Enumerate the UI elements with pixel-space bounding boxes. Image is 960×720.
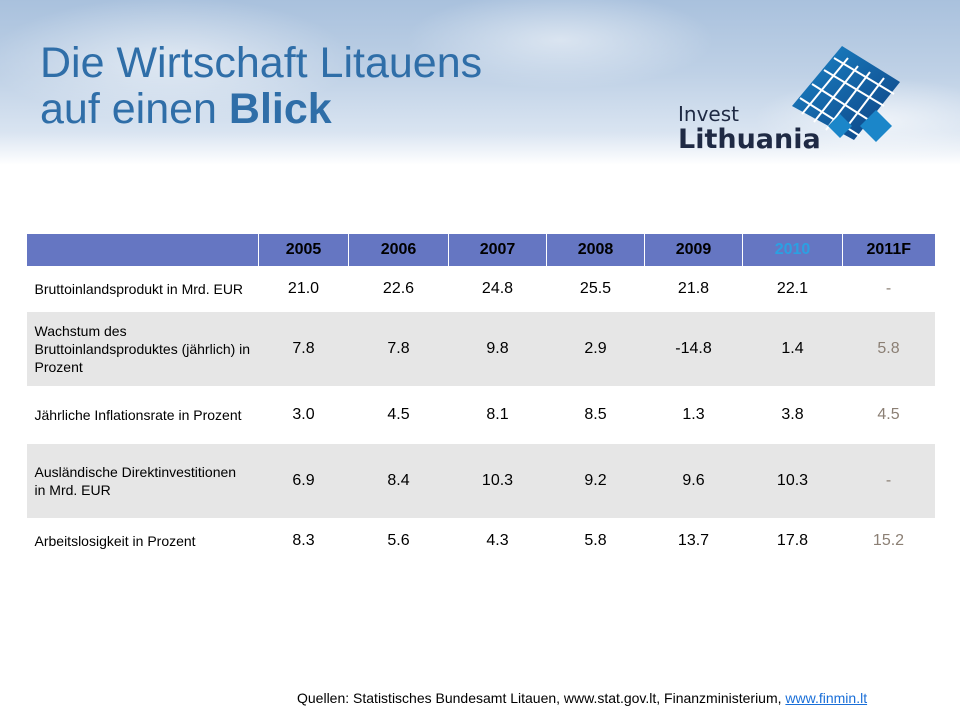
year-header: 2011F	[842, 234, 935, 266]
economy-table: 2005 2006 2007 2008 2009 2010 2011F Brut…	[26, 234, 935, 564]
table-row: Arbeitslosigkeit in Prozent 8.3 5.6 4.3 …	[26, 518, 935, 564]
table-cell: 4.5	[842, 386, 935, 444]
finmin-link[interactable]: www.finmin.lt	[785, 690, 868, 706]
table-cell: 8.3	[258, 518, 349, 564]
table-header-row: 2005 2006 2007 2008 2009 2010 2011F	[26, 234, 935, 266]
table-row: Ausländische Direktinvestitionen in Mrd.…	[26, 444, 935, 518]
year-header: 2005	[258, 234, 349, 266]
title-bold-word: Blick	[228, 85, 332, 133]
table-cell: -	[842, 444, 935, 518]
table-cell: 3.0	[258, 386, 349, 444]
table-cell: 13.7	[644, 518, 743, 564]
invest-lithuania-logo: Invest Lithuania	[664, 40, 954, 158]
table-cell: 25.5	[546, 266, 645, 312]
table-cell: 8.5	[546, 386, 645, 444]
table-cell: -14.8	[644, 312, 743, 386]
title-line-2: auf einen	[40, 85, 229, 133]
table-cell: 10.3	[448, 444, 547, 518]
table-cell: 7.8	[348, 312, 449, 386]
year-header: 2009	[644, 234, 743, 266]
table-cell: -	[842, 266, 935, 312]
table-cell: 7.8	[258, 312, 349, 386]
year-header: 2010	[742, 234, 843, 266]
table-row: Bruttoinlandsprodukt in Mrd. EUR 21.0 22…	[26, 266, 935, 312]
year-header: 2006	[348, 234, 449, 266]
table-row: Wachstum des Bruttoinlandsproduktes (jäh…	[26, 312, 935, 386]
table-cell: 8.4	[348, 444, 449, 518]
table-cell: 6.9	[258, 444, 349, 518]
page-title: Die Wirtschaft Litauens auf einen Blick	[40, 40, 482, 132]
table-cell: 17.8	[742, 518, 843, 564]
table-cell: 8.1	[448, 386, 547, 444]
table-cell: 5.8	[546, 518, 645, 564]
table-cell: 15.2	[842, 518, 935, 564]
globe-grid-icon	[792, 46, 900, 142]
table-cell: 5.8	[842, 312, 935, 386]
header-banner	[0, 0, 960, 165]
table-cell: 22.6	[348, 266, 449, 312]
year-header: 2008	[546, 234, 645, 266]
table-cell: 10.3	[742, 444, 843, 518]
title-line-1: Die Wirtschaft Litauens	[40, 39, 483, 87]
source-text: Quellen: Statistisches Bundesamt Litauen…	[297, 690, 786, 706]
table-cell: 1.4	[742, 312, 843, 386]
table-row: Jährliche Inflationsrate in Prozent 3.0 …	[26, 386, 935, 444]
source-footnote: Quellen: Statistisches Bundesamt Litauen…	[297, 690, 867, 706]
table-cell: 22.1	[742, 266, 843, 312]
table-cell: 1.3	[644, 386, 743, 444]
row-label: Ausländische Direktinvestitionen in Mrd.…	[26, 444, 259, 518]
table-cell: 2.9	[546, 312, 645, 386]
row-label: Wachstum des Bruttoinlandsproduktes (jäh…	[26, 312, 259, 386]
table-cell: 21.8	[644, 266, 743, 312]
table-cell: 9.6	[644, 444, 743, 518]
table-cell: 4.3	[448, 518, 547, 564]
table-cell: 5.6	[348, 518, 449, 564]
row-label: Arbeitslosigkeit in Prozent	[26, 518, 259, 564]
logo-text-invest: Invest	[678, 102, 739, 126]
table-cell: 24.8	[448, 266, 547, 312]
table-cell: 9.2	[546, 444, 645, 518]
row-label: Jährliche Inflationsrate in Prozent	[26, 386, 259, 444]
header-corner	[26, 234, 259, 266]
table-cell: 3.8	[742, 386, 843, 444]
table-cell: 4.5	[348, 386, 449, 444]
table-cell: 9.8	[448, 312, 547, 386]
row-label: Bruttoinlandsprodukt in Mrd. EUR	[26, 266, 259, 312]
year-header: 2007	[448, 234, 547, 266]
logo-text-lithuania: Lithuania	[678, 124, 821, 155]
table-cell: 21.0	[258, 266, 349, 312]
